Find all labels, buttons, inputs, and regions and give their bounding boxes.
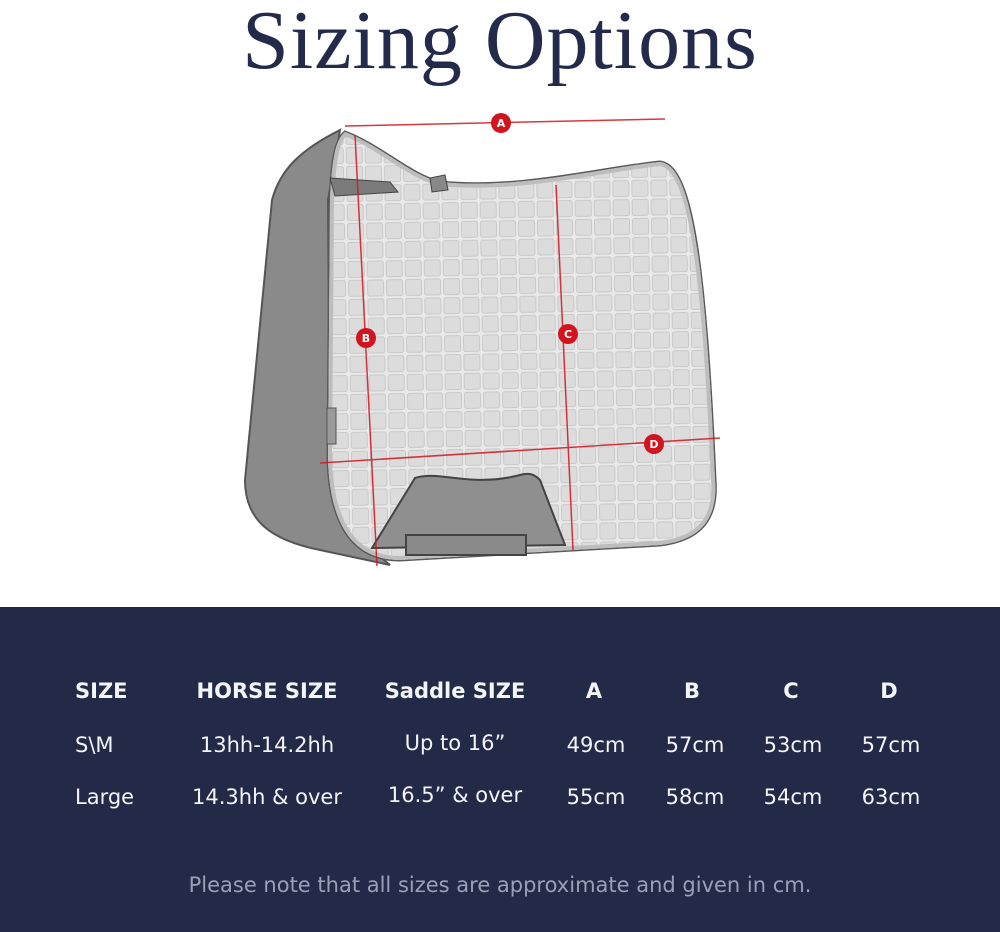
cell-b: 57cm xyxy=(665,733,725,757)
measure-line-b xyxy=(354,134,378,567)
approximation-note: Please note that all sizes are approxima… xyxy=(188,873,812,897)
saddle-pad-diagram: A B C D xyxy=(243,113,721,567)
dee-tab xyxy=(429,174,449,193)
cell-a: 55cm xyxy=(566,785,626,809)
cell-horse-size: 14.3hh & over xyxy=(192,785,342,809)
svg-text:B: B xyxy=(362,332,370,345)
header-a: A xyxy=(585,679,603,703)
brand-label xyxy=(326,407,337,445)
cell-b: 58cm xyxy=(665,785,725,809)
header-b: B xyxy=(683,679,701,703)
cell-c: 54cm xyxy=(763,785,823,809)
cell-saddle-size: Up to 16” xyxy=(404,731,506,755)
marker-b: B xyxy=(356,328,376,348)
header-d: D xyxy=(880,679,898,703)
cell-horse-size: 13hh-14.2hh xyxy=(199,733,335,757)
svg-text:A: A xyxy=(497,117,506,130)
measure-line-c xyxy=(555,184,574,551)
header-size: SIZE xyxy=(75,679,128,703)
girth-strap xyxy=(329,177,399,197)
header-saddle-size: Saddle SIZE xyxy=(384,679,526,703)
header-horse-size: HORSE SIZE xyxy=(196,679,338,703)
sweat-flap xyxy=(370,472,567,550)
cell-a: 49cm xyxy=(566,733,626,757)
marker-a: A xyxy=(491,113,511,133)
cell-c: 53cm xyxy=(763,733,823,757)
svg-text:C: C xyxy=(564,328,572,341)
cell-size: S\M xyxy=(75,733,114,757)
page-title: Sizing Options xyxy=(242,0,758,87)
svg-text:D: D xyxy=(649,438,658,451)
header-c: C xyxy=(783,679,799,703)
cell-size: Large xyxy=(75,785,135,809)
cell-saddle-size: 16.5” & over xyxy=(387,783,523,807)
marker-c: C xyxy=(558,324,578,344)
cell-d: 57cm xyxy=(861,733,921,757)
pad-underside xyxy=(243,128,391,566)
size-table-panel: SIZE HORSE SIZE Saddle SIZE A B C D S\M … xyxy=(0,607,1000,932)
marker-d: D xyxy=(644,434,664,454)
cell-d: 63cm xyxy=(861,785,921,809)
